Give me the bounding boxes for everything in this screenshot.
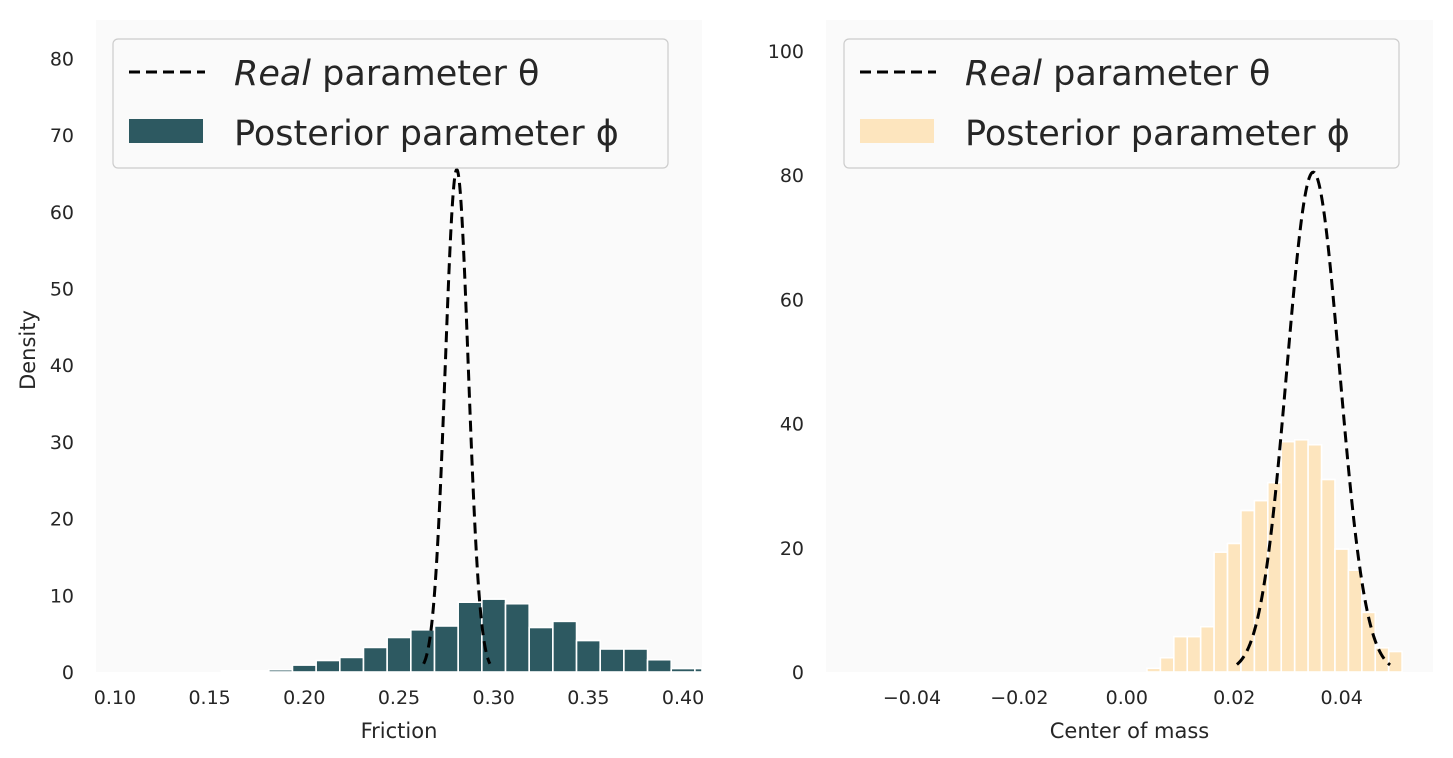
histogram-bar-15	[575, 639, 602, 673]
real-parameter-curve	[1235, 170, 1391, 667]
histogram-bar-3	[291, 664, 317, 673]
histogram-bar-9	[433, 625, 459, 673]
legend-posterior-swatch	[860, 119, 934, 143]
y-tick-label: 0	[792, 662, 804, 684]
x-tick-label: 0.20	[283, 687, 325, 709]
histogram-bar-19	[670, 667, 696, 673]
histogram-bar-7	[386, 636, 412, 673]
histogram-bar-6	[1226, 542, 1242, 673]
legend-real-suffix: parameter θ	[1042, 54, 1270, 94]
x-tick-label: 0.02	[1213, 687, 1255, 709]
histogram-bar-8	[410, 629, 436, 673]
x-tick-label: 0.35	[567, 687, 609, 709]
histogram-bar-17	[623, 648, 649, 673]
histogram-bar-15	[1347, 569, 1363, 673]
y-tick-label: 60	[780, 289, 804, 311]
x-tick-label: −0.04	[883, 687, 941, 709]
histogram-bar-2	[267, 668, 294, 673]
center-of-mass-real-curve-group	[1235, 170, 1391, 667]
legend-real-prefix: Real	[965, 54, 1042, 94]
x-tick-label: 0.15	[188, 687, 230, 709]
y-tick-label: 100	[768, 41, 804, 63]
histogram-bar-14	[552, 620, 578, 673]
friction-legend: Real parameter θ Posterior parameter ϕ	[112, 38, 669, 169]
legend-posterior-label: Posterior parameter ϕ	[234, 114, 619, 154]
center-of-mass-legend: Real parameter θ Posterior parameter ϕ	[843, 38, 1400, 169]
friction-y-ticks: 0 10 20 30 40 50 60 70 80	[50, 48, 74, 684]
y-tick-label: 0	[62, 662, 74, 684]
x-tick-label: 0.30	[473, 687, 515, 709]
center-of-mass-y-ticks: 0 20 40 60 80 100	[768, 41, 804, 684]
legend-posterior-swatch	[129, 119, 203, 143]
histogram-bar-6	[362, 646, 388, 673]
y-tick-label: 40	[780, 414, 804, 436]
histogram-bar-4	[315, 659, 341, 673]
friction-real-curve-group	[422, 167, 492, 665]
friction-x-ticks: 0.10 0.15 0.20 0.25 0.30 0.35 0.40	[94, 687, 704, 709]
y-tick-label: 10	[50, 585, 74, 607]
x-tick-label: 0.40	[662, 687, 704, 709]
center-of-mass-panel: −0.04 −0.02 0.00 0.02 0.04 0 20 40 60 80 100 Cent…	[768, 20, 1433, 743]
histogram-bar-12	[1307, 443, 1323, 673]
legend-posterior-label: Posterior parameter ϕ	[965, 114, 1350, 154]
histogram-bar-16	[599, 648, 625, 673]
histogram-bar-11	[1293, 438, 1309, 673]
histogram-bar-5	[339, 656, 365, 673]
x-tick-label: −0.02	[990, 687, 1048, 709]
legend-frame	[112, 38, 669, 169]
histogram-bar-12	[504, 602, 530, 673]
y-tick-label: 80	[780, 165, 804, 187]
histogram-bar-2	[1173, 635, 1189, 673]
histogram-bar-1	[1159, 656, 1175, 673]
histogram-bar-17	[1374, 646, 1390, 673]
histogram-bar-10	[457, 601, 483, 673]
y-tick-label: 20	[780, 538, 804, 560]
histogram-bar-18	[1387, 650, 1403, 673]
y-tick-label: 60	[50, 202, 74, 224]
x-tick-label: 0.04	[1321, 687, 1363, 709]
histogram-bar-0	[1146, 667, 1162, 673]
legend-real-suffix: parameter θ	[311, 54, 539, 94]
histogram-bar-10	[1280, 440, 1296, 673]
histogram-bar-13	[528, 626, 554, 673]
center-of-mass-x-axis-label: Center of mass	[1050, 719, 1209, 743]
x-tick-label: 0.10	[94, 687, 136, 709]
histogram-bar-13	[1320, 478, 1336, 673]
legend-frame	[843, 38, 1400, 169]
center-of-mass-histogram	[1146, 438, 1403, 673]
histogram-bar-3	[1186, 635, 1202, 673]
histogram-bar-14	[1334, 548, 1350, 673]
histogram-bar-5	[1213, 551, 1229, 673]
y-tick-label: 40	[50, 355, 74, 377]
histogram-bar-11	[481, 598, 507, 673]
density-y-axis-label: Density	[16, 310, 40, 390]
real-parameter-curve	[422, 167, 492, 665]
center-of-mass-x-ticks: −0.04 −0.02 0.00 0.02 0.04	[883, 687, 1363, 709]
y-tick-label: 20	[50, 509, 74, 531]
histogram-bar-0	[220, 670, 246, 673]
histogram-bar-18	[646, 658, 673, 673]
friction-x-axis-label: Friction	[361, 719, 438, 743]
friction-panel: 0.10 0.15 0.20 0.25 0.30 0.35 0.40 0 10 20 30 40 50…	[16, 20, 704, 743]
histogram-bar-8	[1253, 499, 1269, 673]
x-tick-label: 0.25	[378, 687, 420, 709]
legend-real-label: Real parameter θ	[234, 54, 539, 94]
y-tick-label: 30	[50, 432, 74, 454]
x-tick-label: 0.00	[1106, 687, 1148, 709]
friction-histogram	[220, 598, 703, 673]
legend-real-prefix: Real	[234, 54, 311, 94]
y-tick-label: 80	[50, 48, 74, 70]
histogram-bar-4	[1199, 625, 1215, 673]
histogram-bar-1	[244, 670, 270, 673]
y-tick-label: 50	[50, 278, 74, 300]
legend-real-label: Real parameter θ	[965, 54, 1270, 94]
histogram-bar-20	[694, 667, 703, 673]
y-tick-label: 70	[50, 125, 74, 147]
